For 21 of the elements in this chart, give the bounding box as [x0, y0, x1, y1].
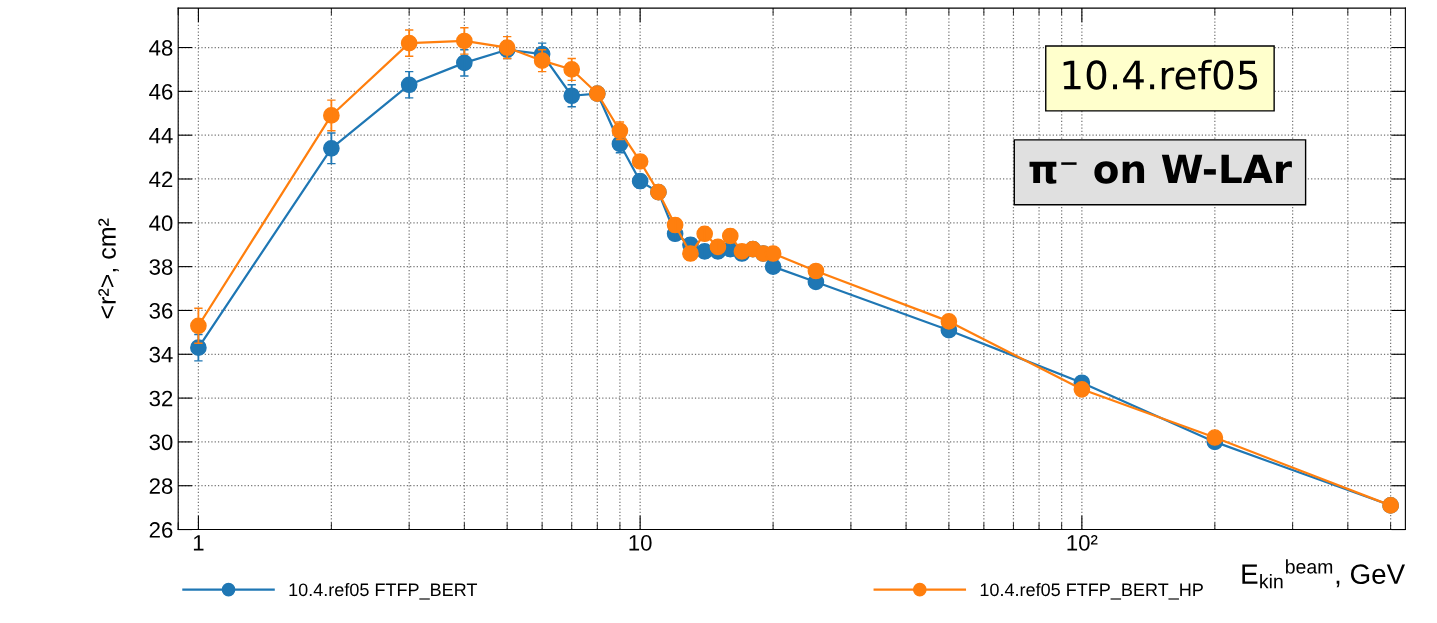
y-tick-label: 42 [149, 171, 173, 188]
x-axis-title: E$_{kin}$$^{beam}$, GeV [1242, 559, 1406, 589]
annotation: 10.4.ref05 [1063, 59, 1258, 90]
legend-label: 10.4.ref05 FTFP_BERT_HP [980, 582, 1203, 600]
x-tick-label: 10² [1067, 535, 1098, 551]
y-tick-label: 34 [149, 346, 173, 363]
y-tick-label: 26 [149, 522, 173, 538]
y-tick-label: 38 [149, 259, 173, 275]
y-tick-label: 48 [149, 40, 173, 56]
y-tick-label: 32 [149, 390, 173, 407]
x-tick-label: 1 [193, 535, 204, 551]
annotation: π⁻ on W-LAr [1029, 154, 1292, 184]
x-tick-label: 10 [629, 535, 652, 551]
y-tick-label: 28 [149, 478, 173, 494]
y-axis-title: <r²>, cm² [98, 218, 119, 319]
y-tick-label: 46 [149, 83, 173, 100]
legend-label: 10.4.ref05 FTFP_BERT [289, 582, 478, 600]
y-tick-label: 30 [149, 434, 173, 451]
y-tick-label: 44 [149, 127, 173, 144]
y-tick-label: 36 [149, 302, 173, 319]
y-tick-label: 40 [149, 215, 173, 232]
